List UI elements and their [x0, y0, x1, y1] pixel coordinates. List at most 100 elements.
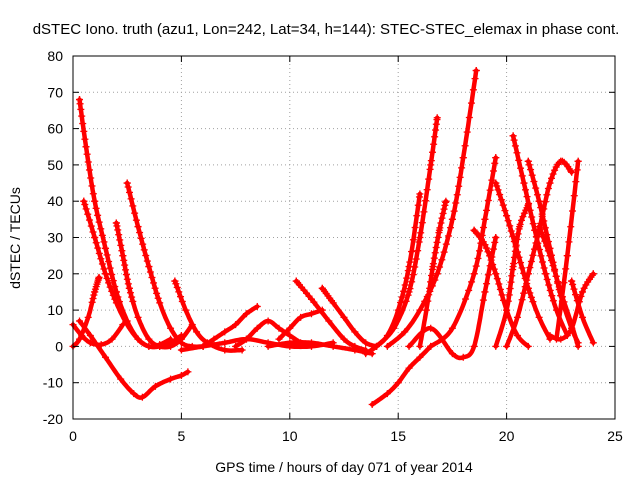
plus-marker: [527, 293, 535, 301]
plus-marker: [455, 182, 463, 190]
plus-marker: [543, 275, 551, 283]
plus-marker: [588, 271, 596, 279]
plus-marker: [105, 258, 113, 266]
data-point: [470, 342, 478, 350]
plus-marker: [132, 216, 140, 224]
data-point: [221, 346, 229, 354]
plus-marker: [409, 271, 417, 279]
plus-marker: [435, 229, 443, 237]
plus-marker: [470, 270, 478, 278]
data-point: [130, 390, 138, 398]
plus-marker: [408, 248, 416, 256]
plus-marker: [98, 260, 106, 268]
plus-marker: [524, 157, 532, 165]
plus-marker: [128, 293, 136, 301]
plus-marker: [129, 297, 137, 305]
plus-marker: [546, 286, 554, 294]
y-tick-label: -20: [43, 411, 63, 427]
plus-marker: [495, 280, 503, 288]
plus-marker: [440, 248, 448, 256]
plus-marker: [122, 271, 130, 279]
plus-marker: [545, 281, 553, 289]
data-point: [177, 346, 185, 354]
plus-marker: [114, 226, 122, 234]
plus-marker: [506, 222, 514, 230]
plus-marker: [468, 278, 476, 286]
plus-marker: [484, 271, 492, 279]
plus-marker: [426, 284, 434, 292]
plus-marker: [541, 237, 549, 245]
plus-marker: [491, 159, 499, 167]
plus-marker: [436, 263, 444, 271]
plus-marker: [402, 297, 410, 305]
plus-marker: [515, 156, 523, 164]
plus-marker: [529, 251, 537, 259]
plus-marker: [492, 270, 500, 278]
plus-marker: [525, 161, 533, 169]
plus-marker: [507, 278, 515, 286]
plus-marker: [438, 256, 446, 264]
plus-marker: [568, 168, 576, 176]
plus-marker: [109, 277, 117, 285]
data-point: [76, 317, 84, 325]
plus-marker: [88, 298, 96, 306]
plus-marker: [530, 177, 538, 185]
data-point: [108, 335, 116, 343]
plus-marker: [527, 257, 535, 265]
plus-marker: [148, 273, 156, 281]
plus-marker: [517, 259, 525, 267]
plus-marker: [573, 166, 581, 174]
data-point: [492, 342, 500, 350]
plus-marker: [103, 274, 111, 282]
plus-marker: [535, 197, 543, 205]
plus-marker: [493, 182, 501, 190]
plus-marker: [432, 126, 440, 134]
plus-marker: [437, 219, 445, 227]
plus-marker: [91, 234, 99, 241]
data-point: [84, 313, 92, 321]
plus-marker: [532, 184, 540, 192]
plus-marker: [569, 280, 577, 288]
plus-marker: [431, 133, 439, 141]
plus-marker: [146, 268, 154, 276]
plus-marker: [523, 276, 531, 284]
data-point: [86, 332, 94, 340]
data-point: [232, 321, 240, 329]
plus-marker: [87, 222, 95, 230]
plus-marker: [474, 254, 482, 262]
plus-marker: [111, 295, 119, 303]
plus-marker: [97, 225, 105, 233]
series-line: [77, 318, 191, 400]
plus-marker: [448, 215, 456, 223]
series-arc19: [383, 67, 480, 350]
plus-marker: [560, 279, 568, 287]
plus-marker: [500, 296, 508, 304]
series-line: [369, 344, 433, 407]
plus-marker: [463, 128, 471, 136]
plus-marker: [508, 272, 516, 280]
x-tick-label: 0: [69, 428, 77, 444]
plus-marker: [472, 67, 480, 75]
plus-marker: [137, 234, 145, 242]
plus-marker: [404, 267, 412, 275]
plus-marker: [554, 278, 562, 286]
plus-marker: [131, 209, 139, 217]
plus-marker: [509, 266, 517, 274]
y-tick-label: 60: [47, 121, 63, 137]
plus-marker: [498, 291, 506, 299]
plus-marker: [403, 274, 411, 282]
plus-marker: [512, 241, 520, 249]
plus-marker: [483, 280, 491, 288]
plus-marker: [423, 186, 431, 194]
plus-marker: [444, 232, 452, 240]
plus-marker: [481, 241, 489, 249]
series-arc23: [470, 226, 532, 350]
plus-marker: [520, 179, 528, 187]
plus-marker: [503, 212, 511, 220]
plus-marker: [413, 212, 421, 220]
x-tick-label: 5: [178, 428, 186, 444]
plus-marker: [411, 263, 419, 271]
y-tick-label: 50: [47, 157, 63, 173]
data-point: [177, 371, 185, 379]
plus-marker: [487, 256, 495, 264]
